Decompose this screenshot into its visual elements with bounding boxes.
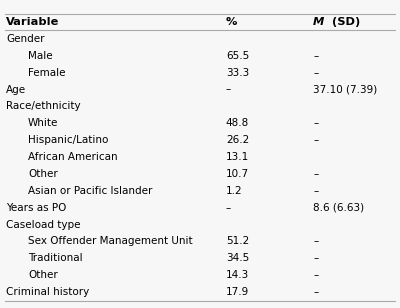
Text: –: – — [313, 270, 318, 280]
Text: White: White — [28, 118, 58, 128]
Text: Race/ethnicity: Race/ethnicity — [6, 101, 81, 111]
Text: 14.3: 14.3 — [226, 270, 249, 280]
Text: 10.7: 10.7 — [226, 169, 249, 179]
Text: –: – — [313, 287, 318, 297]
Text: –: – — [313, 135, 318, 145]
Text: Age: Age — [6, 84, 26, 95]
Text: 65.5: 65.5 — [226, 51, 249, 61]
Text: 37.10 (7.39): 37.10 (7.39) — [313, 84, 378, 95]
Text: 8.6 (6.63): 8.6 (6.63) — [313, 203, 364, 213]
Text: Other: Other — [28, 169, 58, 179]
Text: Asian or Pacific Islander: Asian or Pacific Islander — [28, 186, 152, 196]
Text: 34.5: 34.5 — [226, 253, 249, 263]
Text: African American: African American — [28, 152, 118, 162]
Text: Sex Offender Management Unit: Sex Offender Management Unit — [28, 237, 193, 246]
Text: Traditional: Traditional — [28, 253, 83, 263]
Text: 48.8: 48.8 — [226, 118, 249, 128]
Text: 33.3: 33.3 — [226, 68, 249, 78]
Text: –: – — [313, 186, 318, 196]
Text: Criminal history: Criminal history — [6, 287, 90, 297]
Text: –: – — [226, 203, 231, 213]
Text: Other: Other — [28, 270, 58, 280]
Text: Variable: Variable — [6, 17, 60, 27]
Text: –: – — [313, 51, 318, 61]
Text: 26.2: 26.2 — [226, 135, 249, 145]
Text: Male: Male — [28, 51, 53, 61]
Text: Gender: Gender — [6, 34, 45, 44]
Text: –: – — [313, 118, 318, 128]
Text: Years as PO: Years as PO — [6, 203, 66, 213]
Text: 51.2: 51.2 — [226, 237, 249, 246]
Text: –: – — [313, 68, 318, 78]
Text: 1.2: 1.2 — [226, 186, 242, 196]
Text: –: – — [313, 253, 318, 263]
Text: Female: Female — [28, 68, 66, 78]
Text: M: M — [313, 17, 324, 27]
Text: 17.9: 17.9 — [226, 287, 249, 297]
Text: %: % — [226, 17, 237, 27]
Text: –: – — [313, 169, 318, 179]
Text: –: – — [226, 84, 231, 95]
Text: (SD): (SD) — [328, 17, 360, 27]
Text: Hispanic/Latino: Hispanic/Latino — [28, 135, 108, 145]
Text: 13.1: 13.1 — [226, 152, 249, 162]
Text: –: – — [313, 237, 318, 246]
Text: Caseload type: Caseload type — [6, 220, 81, 229]
